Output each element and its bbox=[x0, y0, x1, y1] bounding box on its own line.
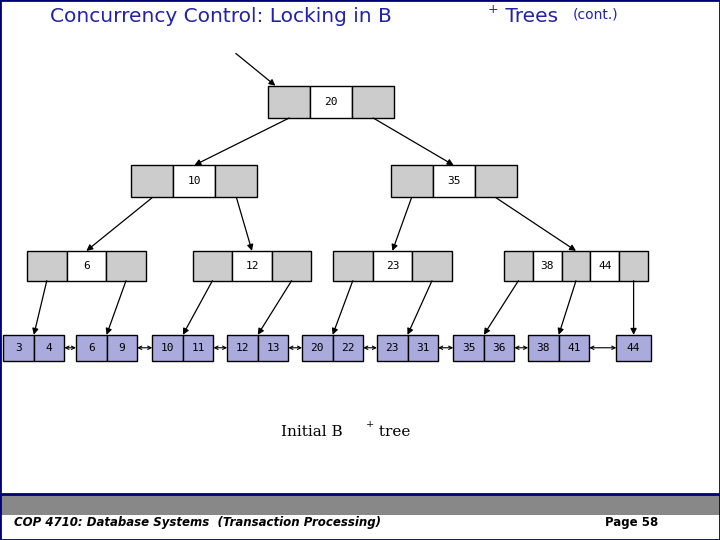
Text: Concurrency Control: Locking in B: Concurrency Control: Locking in B bbox=[50, 8, 392, 26]
Bar bbox=[310, 86, 352, 118]
Text: tree: tree bbox=[374, 425, 411, 439]
Bar bbox=[433, 165, 474, 198]
Text: 44: 44 bbox=[598, 261, 611, 271]
Text: Trees: Trees bbox=[499, 8, 558, 26]
Text: 9: 9 bbox=[119, 343, 125, 353]
Bar bbox=[258, 335, 288, 361]
Text: 35: 35 bbox=[462, 343, 475, 353]
Bar bbox=[228, 335, 258, 361]
Text: 38: 38 bbox=[536, 343, 550, 353]
Bar bbox=[0, 494, 720, 515]
Text: 11: 11 bbox=[192, 343, 205, 353]
Bar bbox=[352, 86, 395, 118]
Text: 36: 36 bbox=[492, 343, 506, 353]
Bar bbox=[484, 335, 515, 361]
Text: 13: 13 bbox=[266, 343, 280, 353]
Text: 22: 22 bbox=[341, 343, 355, 353]
Bar bbox=[107, 251, 145, 281]
Text: +: + bbox=[487, 3, 498, 17]
Text: Page 58: Page 58 bbox=[605, 516, 658, 529]
Bar bbox=[619, 251, 648, 281]
Bar bbox=[302, 335, 333, 361]
Bar bbox=[232, 251, 271, 281]
Bar bbox=[76, 335, 107, 361]
Bar bbox=[192, 251, 232, 281]
Text: COP 4710: Database Systems  (Transaction Processing): COP 4710: Database Systems (Transaction … bbox=[14, 516, 382, 529]
Text: 6: 6 bbox=[88, 343, 94, 353]
Bar bbox=[533, 251, 562, 281]
Bar bbox=[153, 335, 183, 361]
Bar bbox=[107, 335, 137, 361]
Bar bbox=[616, 335, 651, 361]
Text: 20: 20 bbox=[325, 97, 338, 107]
Text: 3: 3 bbox=[15, 343, 22, 353]
Bar bbox=[34, 335, 65, 361]
Bar bbox=[454, 335, 484, 361]
Bar bbox=[377, 335, 408, 361]
Bar bbox=[271, 251, 311, 281]
Text: 44: 44 bbox=[627, 343, 640, 353]
Text: 10: 10 bbox=[188, 177, 201, 186]
Text: 31: 31 bbox=[416, 343, 430, 353]
Bar bbox=[412, 251, 452, 281]
Bar bbox=[66, 251, 107, 281]
Text: Initial B: Initial B bbox=[281, 425, 343, 439]
Bar bbox=[504, 251, 533, 281]
Bar bbox=[215, 165, 258, 198]
Text: 38: 38 bbox=[541, 261, 554, 271]
Text: (cont.): (cont.) bbox=[572, 8, 618, 22]
Bar bbox=[562, 251, 590, 281]
Text: 23: 23 bbox=[386, 261, 399, 271]
Text: 23: 23 bbox=[385, 343, 399, 353]
Bar bbox=[269, 86, 310, 118]
Bar bbox=[132, 165, 174, 198]
Text: 6: 6 bbox=[83, 261, 90, 271]
Text: 12: 12 bbox=[235, 343, 249, 353]
Bar bbox=[590, 251, 619, 281]
Text: 4: 4 bbox=[46, 343, 53, 353]
Bar bbox=[333, 251, 373, 281]
Text: 41: 41 bbox=[567, 343, 581, 353]
Text: +: + bbox=[366, 420, 374, 429]
Bar bbox=[3, 335, 34, 361]
Bar bbox=[174, 165, 215, 198]
Bar bbox=[528, 335, 559, 361]
Text: 20: 20 bbox=[310, 343, 324, 353]
Bar bbox=[559, 335, 590, 361]
Bar bbox=[27, 251, 66, 281]
Text: 12: 12 bbox=[246, 261, 258, 271]
Bar bbox=[408, 335, 438, 361]
Text: 35: 35 bbox=[447, 177, 460, 186]
Bar bbox=[390, 165, 433, 198]
Bar bbox=[474, 165, 517, 198]
Bar bbox=[333, 335, 364, 361]
Bar bbox=[373, 251, 413, 281]
Text: 10: 10 bbox=[161, 343, 174, 353]
Bar bbox=[183, 335, 213, 361]
